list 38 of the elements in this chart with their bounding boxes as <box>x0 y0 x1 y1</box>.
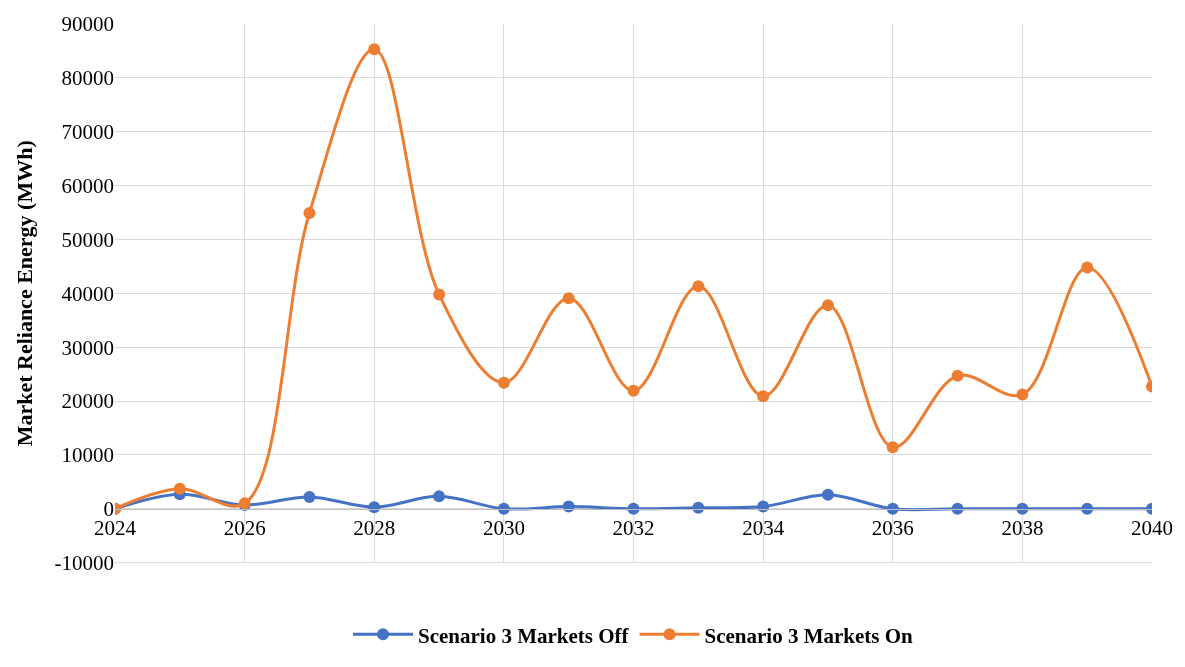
point <box>757 390 770 403</box>
x-tick-label: 2030 <box>482 515 525 540</box>
point <box>368 43 381 56</box>
point <box>1081 261 1094 274</box>
point <box>303 490 316 503</box>
y-tick-label: 50000 <box>61 227 114 252</box>
point <box>692 280 705 293</box>
x-tick-label: 2028 <box>353 515 396 540</box>
x-tick-label: 2036 <box>871 515 914 540</box>
legend-label: Scenario 3 Markets On <box>704 623 914 648</box>
x-tick-label: 2040 <box>1131 515 1173 540</box>
point <box>886 441 899 454</box>
y-tick-label: 60000 <box>61 173 114 198</box>
point <box>821 299 834 312</box>
point <box>627 384 640 397</box>
point <box>303 207 316 220</box>
x-tick-label: 2034 <box>742 515 785 540</box>
y-tick-label: 40000 <box>61 281 114 306</box>
x-tick-label: 2038 <box>1001 515 1044 540</box>
y-axis-title: Market Reliance Energy (MWh) <box>12 140 38 447</box>
point <box>433 288 446 301</box>
x-tick-label: 2032 <box>612 515 655 540</box>
y-tick-label: 70000 <box>61 120 114 145</box>
point <box>1016 388 1029 401</box>
y-tick-label: 80000 <box>61 66 114 91</box>
point <box>173 482 186 495</box>
y-tick-label: -10000 <box>54 550 114 575</box>
x-tick-label: 2026 <box>223 515 266 540</box>
legend-label: Scenario 3 Markets Off <box>418 623 630 648</box>
y-tick-label: 30000 <box>61 335 114 360</box>
y-tick-label: 10000 <box>61 443 114 468</box>
point <box>562 292 575 305</box>
y-tick-label: 90000 <box>61 12 114 37</box>
point <box>821 488 834 501</box>
point <box>433 490 446 503</box>
point <box>951 369 964 382</box>
point <box>497 376 510 389</box>
y-tick-label: 20000 <box>61 389 114 414</box>
